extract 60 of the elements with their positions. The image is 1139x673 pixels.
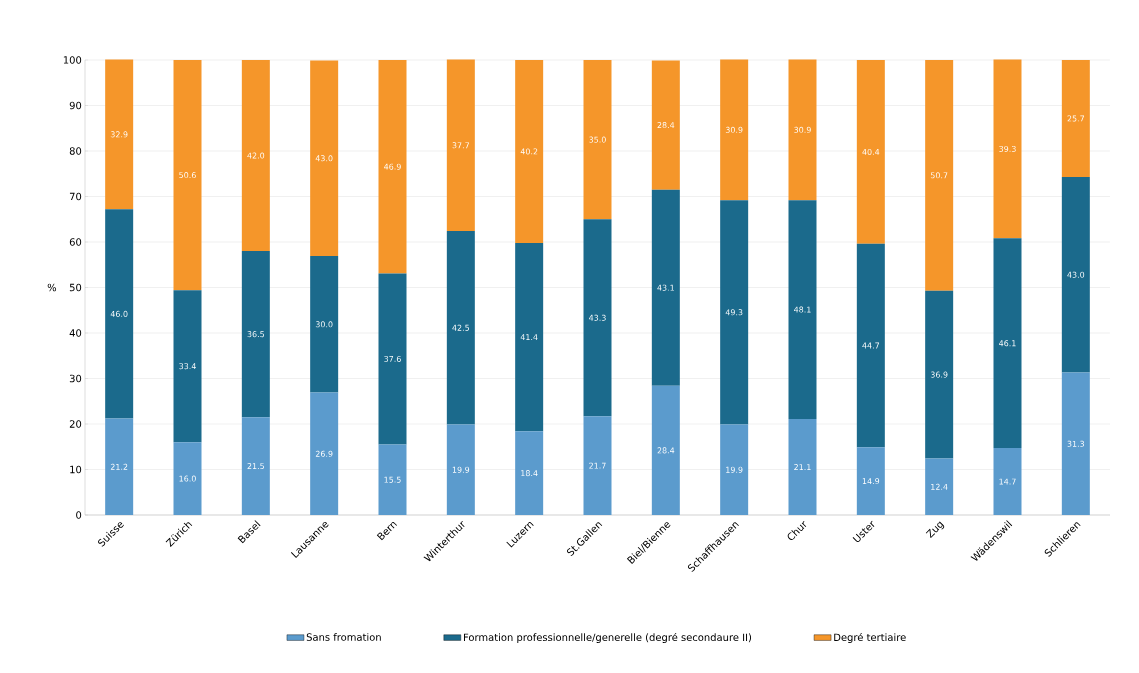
bar	[446, 424, 475, 515]
bar	[515, 60, 544, 243]
legend-label: Sans fromation	[306, 633, 381, 641]
bar	[378, 60, 407, 274]
bar	[1061, 176, 1090, 373]
bar	[1061, 60, 1090, 177]
y-tick-label: 90	[69, 101, 82, 110]
bar	[993, 59, 1022, 239]
bar	[583, 219, 612, 417]
bar	[788, 200, 817, 419]
y-tick-label: 20	[69, 420, 82, 428]
bar	[925, 290, 954, 459]
y-tick-label: 40	[69, 329, 82, 337]
bar	[651, 385, 680, 515]
bar	[241, 251, 270, 418]
bar	[173, 442, 202, 515]
y-tick-label: 80	[69, 147, 82, 155]
bar	[310, 392, 339, 515]
y-tick-label: 30	[69, 374, 82, 383]
bar	[856, 243, 885, 448]
bar	[105, 418, 134, 515]
bar	[1061, 372, 1090, 515]
bar	[720, 59, 749, 201]
bar	[720, 200, 749, 425]
y-tick-label: 60	[69, 238, 82, 246]
bar	[310, 256, 339, 393]
bar	[173, 60, 202, 291]
bar	[788, 59, 817, 201]
bar	[720, 424, 749, 515]
legend-label: Formation professionnelle/generelle (degré secondaure II)	[463, 632, 752, 643]
bar	[583, 416, 612, 515]
bar	[105, 209, 134, 419]
bar	[241, 60, 270, 252]
bar	[651, 189, 680, 386]
bar	[583, 60, 612, 220]
y-tick-label: 10	[70, 465, 82, 474]
y-axis-title: %	[47, 283, 57, 292]
bar	[515, 431, 544, 515]
bar	[105, 59, 134, 210]
y-tick-label: 50	[69, 283, 82, 292]
bar	[993, 448, 1022, 515]
bar	[173, 290, 202, 443]
bar	[651, 60, 680, 190]
bar	[856, 60, 885, 244]
bar	[788, 418, 817, 515]
bar	[446, 59, 475, 232]
y-tick-label: 70	[69, 192, 82, 201]
y-tick-label: 0	[76, 511, 82, 519]
bar	[378, 444, 407, 515]
bar	[446, 231, 475, 425]
bar	[378, 273, 407, 445]
bar	[310, 60, 339, 257]
bar	[515, 242, 544, 432]
y-tick-label: 100	[63, 56, 82, 64]
bar	[993, 238, 1022, 449]
bar	[241, 417, 270, 515]
legend-label: Degré tertiaire	[834, 632, 906, 643]
bar	[925, 60, 954, 291]
bar	[925, 458, 954, 515]
bar	[856, 447, 885, 515]
